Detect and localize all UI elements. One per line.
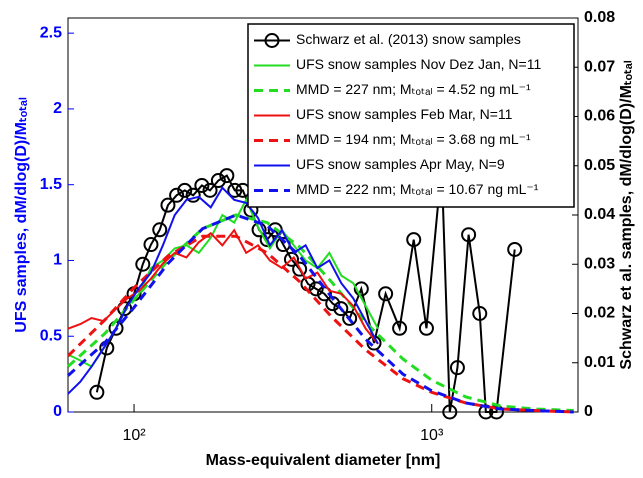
legend-box: [247, 23, 575, 208]
y-axis-label: UFS samples, dM/dlog(D)/Mₜₒₜₐₗ: [13, 97, 30, 333]
y2-tick-label: 0.05: [584, 157, 615, 174]
y2-tick-label: 0.07: [584, 58, 615, 75]
y2-tick-label: 0.03: [584, 255, 615, 272]
marker: [378, 286, 394, 302]
y2-tick-label: 0.06: [584, 108, 615, 125]
marker: [135, 256, 151, 272]
y2-axis-label: Schwarz et al. samples, dM/dlog(D)/Mₜₒₜₐ…: [618, 60, 635, 370]
x-axis-label: Mass-equivalent diameter [nm]: [206, 452, 441, 469]
marker: [152, 222, 168, 238]
y-tick-label: 1.5: [40, 176, 62, 193]
marker: [406, 232, 422, 248]
marker: [177, 182, 193, 198]
marker: [202, 182, 218, 198]
marker: [143, 237, 159, 253]
marker: [210, 173, 226, 189]
marker: [333, 301, 349, 317]
marker: [472, 306, 488, 321]
marker: [169, 187, 185, 203]
marker: [442, 404, 458, 420]
y2-tick-label: 0.02: [584, 305, 615, 322]
legend-label: UFS snow samples Feb Mar, N=11: [296, 106, 513, 122]
marker: [89, 384, 105, 400]
marker: [292, 261, 308, 277]
y-tick-label: 0: [53, 403, 62, 420]
marker: [353, 281, 369, 297]
marker: [283, 251, 299, 267]
marker: [194, 177, 210, 193]
y-tick-label: 1: [53, 252, 62, 269]
legend-label: Schwarz et al. (2013) snow samples: [296, 31, 521, 47]
marker: [461, 227, 477, 243]
series-line: [66, 213, 574, 414]
series-line: [66, 234, 574, 414]
series-line: [66, 213, 574, 412]
marker: [185, 187, 201, 203]
series-line: [67, 186, 379, 395]
legend-marker: [264, 33, 280, 48]
marker: [449, 360, 465, 376]
y2-tick-label: 0.01: [584, 354, 615, 371]
marker: [227, 182, 243, 198]
marker: [219, 168, 235, 184]
marker: [507, 241, 523, 257]
y2-tick-label: 0: [584, 403, 593, 420]
marker: [418, 320, 434, 336]
marker: [392, 320, 408, 336]
marker: [308, 281, 324, 297]
y-tick-label: 2: [53, 100, 62, 117]
y2-tick-label: 0.04: [584, 206, 615, 223]
x-tick-label: 10³: [420, 427, 444, 444]
series-line: [67, 228, 379, 345]
y2-tick-label: 0.08: [584, 9, 615, 26]
legend-label: MMD = 227 nm; Mₜₒₜₐₗ = 4.52 ng mL⁻¹: [296, 81, 531, 97]
x-tick-label: 10²: [122, 427, 146, 444]
marker: [342, 310, 358, 326]
y-tick-label: 2.5: [40, 24, 62, 41]
legend-label: MMD = 194 nm; Mₜₒₜₐₗ = 3.68 ng mL⁻¹: [296, 131, 531, 147]
y-tick-label: 0.5: [40, 327, 62, 344]
legend-label: UFS snow samples Nov Dez Jan, N=11: [296, 56, 541, 72]
series-line: [95, 165, 516, 413]
legend-label: MMD = 222 nm; Mₜₒₜₐₗ = 10.67 ng mL⁻¹: [296, 181, 539, 197]
marker: [160, 197, 176, 213]
legend-label: UFS snow samples Apr May, N=9: [296, 156, 505, 172]
